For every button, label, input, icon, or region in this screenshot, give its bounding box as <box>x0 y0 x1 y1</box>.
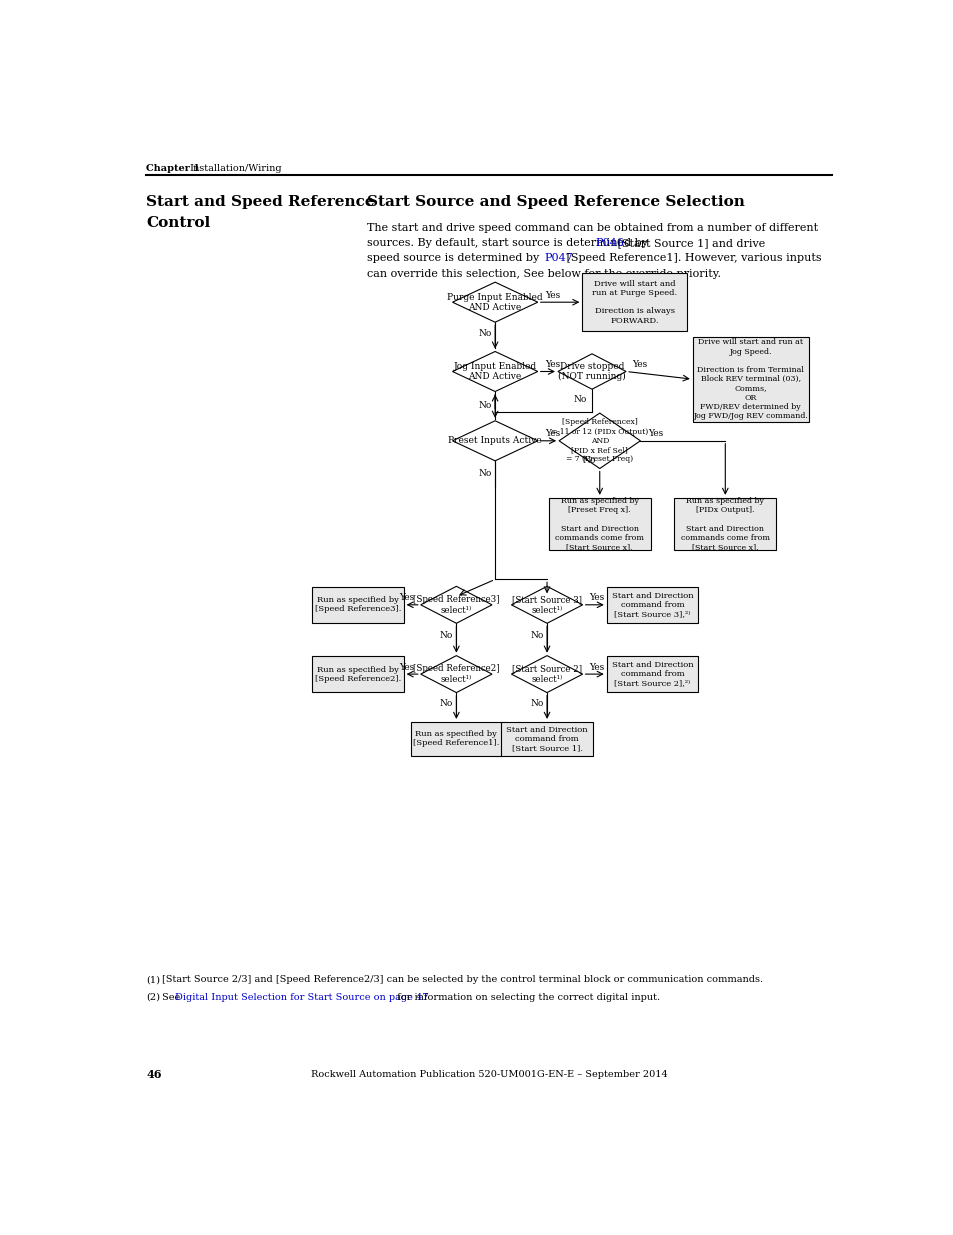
Text: [Start Source 1] and drive: [Start Source 1] and drive <box>613 238 764 248</box>
Text: [Start Source 2]
select¹⁾: [Start Source 2] select¹⁾ <box>512 664 581 684</box>
Text: Yes: Yes <box>588 663 603 672</box>
Text: No: No <box>477 401 491 410</box>
Text: Digital Input Selection for Start Source on page 47: Digital Input Selection for Start Source… <box>174 993 428 1002</box>
Text: (2): (2) <box>146 993 160 1002</box>
Text: No: No <box>477 329 491 337</box>
Text: Drive will start and run at
Jog Speed.

Direction is from Terminal
Block REV ter: Drive will start and run at Jog Speed. D… <box>693 338 807 420</box>
Text: Purge Input Enabled
AND Active: Purge Input Enabled AND Active <box>447 293 542 312</box>
FancyBboxPatch shape <box>606 656 698 692</box>
Text: Start and Direction
command from
[Start Source 2],²⁾: Start and Direction command from [Start … <box>611 661 693 688</box>
Text: Control: Control <box>146 216 211 230</box>
Text: The start and drive speed command can be obtained from a number of different: The start and drive speed command can be… <box>367 222 818 232</box>
Text: [Speed Reference1]. However, various inputs: [Speed Reference1]. However, various inp… <box>562 253 821 263</box>
Text: No: No <box>530 631 543 640</box>
Text: [Speed Reference2]
select¹⁾: [Speed Reference2] select¹⁾ <box>413 664 499 684</box>
Text: can override this selection, See below for the override priority.: can override this selection, See below f… <box>367 269 720 279</box>
Text: [Speed Reference3]
select¹⁾: [Speed Reference3] select¹⁾ <box>413 595 499 615</box>
Text: (1): (1) <box>146 976 160 984</box>
Text: Start and Speed Reference: Start and Speed Reference <box>146 195 375 209</box>
Text: Run as specified by
[PIDx Output].

Start and Direction
commands come from
[Star: Run as specified by [PIDx Output]. Start… <box>680 496 769 551</box>
Polygon shape <box>420 656 492 693</box>
Text: Yes: Yes <box>647 430 662 438</box>
FancyBboxPatch shape <box>312 587 403 622</box>
Text: Yes: Yes <box>545 361 560 369</box>
FancyBboxPatch shape <box>692 337 808 421</box>
FancyBboxPatch shape <box>606 587 698 622</box>
Polygon shape <box>511 656 582 693</box>
Text: Start and Direction
command from
[Start Source 1].: Start and Direction command from [Start … <box>506 726 587 752</box>
Text: Yes: Yes <box>545 430 560 438</box>
Text: Yes: Yes <box>398 663 414 672</box>
Text: See: See <box>162 993 183 1002</box>
Text: Drive will start and
run at Purge Speed.

Direction is always
FORWARD.: Drive will start and run at Purge Speed.… <box>592 280 677 325</box>
Text: No: No <box>530 699 543 708</box>
Text: No: No <box>439 631 453 640</box>
Polygon shape <box>452 352 537 391</box>
Text: sources. By default, start source is determined by: sources. By default, start source is det… <box>367 238 651 248</box>
Text: [Speed Referencex]
= 11 or 12 (PIDx Output)
AND
[PID x Ref Sel]
= 7 (Preset Freq: [Speed Referencex] = 11 or 12 (PIDx Outp… <box>551 419 648 463</box>
Text: No: No <box>573 395 586 404</box>
Text: for information on selecting the correct digital input.: for information on selecting the correct… <box>394 993 659 1002</box>
Text: Start Source and Speed Reference Selection: Start Source and Speed Reference Selecti… <box>367 195 744 209</box>
Text: No: No <box>582 456 596 464</box>
Text: Yes: Yes <box>632 361 647 369</box>
Text: No: No <box>477 468 491 478</box>
Text: Jog Input Enabled
AND Active: Jog Input Enabled AND Active <box>453 362 537 382</box>
Polygon shape <box>452 282 537 322</box>
Text: Yes: Yes <box>588 593 603 603</box>
FancyBboxPatch shape <box>581 273 686 331</box>
Text: Drive stopped
(NOT running): Drive stopped (NOT running) <box>558 362 625 382</box>
Text: Run as specified by
[Speed Reference2].: Run as specified by [Speed Reference2]. <box>314 666 400 683</box>
Text: Yes: Yes <box>545 290 560 300</box>
Text: Preset Inputs Active: Preset Inputs Active <box>448 436 541 446</box>
Polygon shape <box>558 412 639 468</box>
FancyBboxPatch shape <box>674 498 776 550</box>
Text: Rockwell Automation Publication 520-UM001G-EN-E – September 2014: Rockwell Automation Publication 520-UM00… <box>311 1070 666 1079</box>
Text: [Start Source 2/3] and [Speed Reference2/3] can be selected by the control termi: [Start Source 2/3] and [Speed Reference2… <box>162 976 762 984</box>
Text: Yes: Yes <box>398 593 414 603</box>
FancyBboxPatch shape <box>500 721 592 756</box>
FancyBboxPatch shape <box>548 498 650 550</box>
Polygon shape <box>452 421 537 461</box>
Text: Run as specified by
[Speed Reference3].: Run as specified by [Speed Reference3]. <box>314 597 400 614</box>
Text: No: No <box>439 699 453 708</box>
Text: Run as specified by
[Preset Freq x].

Start and Direction
commands come from
[St: Run as specified by [Preset Freq x]. Sta… <box>555 496 643 551</box>
FancyBboxPatch shape <box>410 721 501 756</box>
Text: P047: P047 <box>543 253 572 263</box>
FancyBboxPatch shape <box>312 656 403 692</box>
Polygon shape <box>558 353 625 389</box>
Text: speed source is determined by: speed source is determined by <box>367 253 542 263</box>
Text: Chapter 1: Chapter 1 <box>146 164 200 173</box>
Text: P046: P046 <box>595 238 623 248</box>
Text: Installation/Wiring: Installation/Wiring <box>189 164 281 173</box>
Text: Run as specified by
[Speed Reference1].: Run as specified by [Speed Reference1]. <box>413 730 499 747</box>
Text: Start and Direction
command from
[Start Source 3],²⁾: Start and Direction command from [Start … <box>611 592 693 618</box>
Text: [Start Source 3]
select¹⁾: [Start Source 3] select¹⁾ <box>512 595 581 615</box>
Polygon shape <box>420 587 492 624</box>
Polygon shape <box>511 587 582 624</box>
Text: 46: 46 <box>146 1070 162 1081</box>
